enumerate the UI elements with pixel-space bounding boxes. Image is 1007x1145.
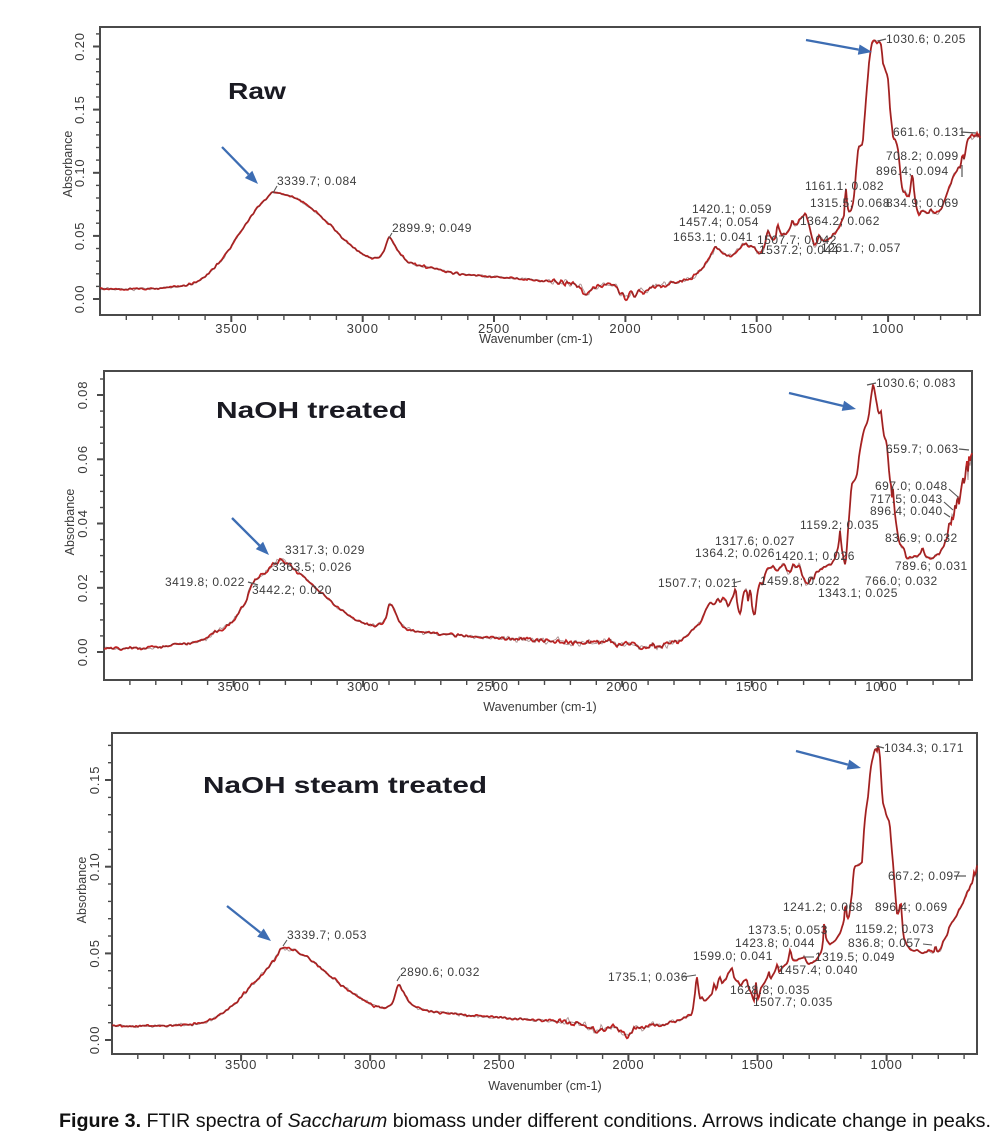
svg-text:1457.4; 0.040: 1457.4; 0.040 <box>778 963 858 977</box>
svg-text:0.00: 0.00 <box>72 285 87 314</box>
svg-text:766.0; 0.032: 766.0; 0.032 <box>865 574 938 588</box>
svg-text:1599.0; 0.041: 1599.0; 0.041 <box>693 949 773 963</box>
svg-text:2500: 2500 <box>477 679 509 694</box>
svg-text:789.6; 0.031: 789.6; 0.031 <box>895 559 968 573</box>
svg-text:Absorbance: Absorbance <box>63 489 77 556</box>
svg-text:1159.2; 0.035: 1159.2; 0.035 <box>800 518 879 532</box>
svg-text:2000: 2000 <box>606 679 638 694</box>
svg-text:659.7; 0.063: 659.7; 0.063 <box>886 442 959 456</box>
svg-text:3363.5; 0.026: 3363.5; 0.026 <box>272 560 352 574</box>
svg-text:3000: 3000 <box>347 679 379 694</box>
svg-text:3500: 3500 <box>215 321 247 336</box>
svg-text:Wavenumber (cm-1): Wavenumber (cm-1) <box>488 1079 601 1093</box>
svg-text:0.20: 0.20 <box>72 32 87 61</box>
svg-text:1000: 1000 <box>865 679 897 694</box>
svg-text:1735.1; 0.036: 1735.1; 0.036 <box>608 970 688 984</box>
svg-text:661.6; 0.131: 661.6; 0.131 <box>893 125 966 139</box>
svg-text:0.15: 0.15 <box>87 766 102 795</box>
svg-text:1507.7; 0.021: 1507.7; 0.021 <box>658 576 738 590</box>
svg-text:1373.5; 0.053: 1373.5; 0.053 <box>748 923 828 937</box>
svg-text:0.15: 0.15 <box>72 95 87 124</box>
svg-text:697.0; 0.048: 697.0; 0.048 <box>875 479 948 493</box>
svg-text:1343.1; 0.025: 1343.1; 0.025 <box>818 586 898 600</box>
svg-text:1030.6; 0.205: 1030.6; 0.205 <box>886 32 966 46</box>
svg-text:Wavenumber (cm-1): Wavenumber (cm-1) <box>483 700 596 714</box>
svg-text:0.04: 0.04 <box>75 509 90 538</box>
svg-text:0.08: 0.08 <box>75 381 90 410</box>
svg-text:0.06: 0.06 <box>75 445 90 474</box>
svg-text:717.5; 0.043: 717.5; 0.043 <box>870 492 943 506</box>
svg-text:2500: 2500 <box>478 321 510 336</box>
svg-text:1034.3; 0.171: 1034.3; 0.171 <box>884 741 964 755</box>
svg-text:1459.8; 0.022: 1459.8; 0.022 <box>760 574 840 588</box>
svg-text:1500: 1500 <box>736 679 768 694</box>
svg-text:1319.5; 0.049: 1319.5; 0.049 <box>815 950 895 964</box>
svg-text:3419.8; 0.022: 3419.8; 0.022 <box>165 575 245 589</box>
svg-text:0.00: 0.00 <box>87 1026 102 1055</box>
svg-text:896.4; 0.094: 896.4; 0.094 <box>876 164 949 178</box>
svg-text:1364.2; 0.062: 1364.2; 0.062 <box>800 214 880 228</box>
svg-text:1507.7; 0.042: 1507.7; 0.042 <box>757 233 837 247</box>
svg-text:1423.8; 0.044: 1423.8; 0.044 <box>735 936 815 950</box>
svg-text:2890.6; 0.032: 2890.6; 0.032 <box>400 965 480 979</box>
svg-text:3317.3; 0.029: 3317.3; 0.029 <box>285 543 365 557</box>
svg-text:Raw: Raw <box>228 78 286 104</box>
svg-text:836.9; 0.032: 836.9; 0.032 <box>885 531 958 545</box>
svg-text:896.4; 0.040: 896.4; 0.040 <box>870 504 943 518</box>
svg-text:834.9; 0.069: 834.9; 0.069 <box>886 196 959 210</box>
svg-text:1030.6; 0.083: 1030.6; 0.083 <box>876 376 956 390</box>
svg-text:1161.1; 0.082: 1161.1; 0.082 <box>805 179 884 193</box>
svg-text:1500: 1500 <box>741 321 773 336</box>
svg-text:1457.4; 0.054: 1457.4; 0.054 <box>679 215 759 229</box>
svg-text:NaOH steam treated: NaOH steam treated <box>203 772 487 798</box>
svg-text:1000: 1000 <box>871 1057 903 1072</box>
svg-text:1261.7; 0.057: 1261.7; 0.057 <box>821 241 901 255</box>
svg-text:1241.2; 0.068: 1241.2; 0.068 <box>783 900 863 914</box>
svg-text:1364.2; 0.026: 1364.2; 0.026 <box>695 546 775 560</box>
svg-text:2000: 2000 <box>612 1057 644 1072</box>
svg-text:NaOH treated: NaOH treated <box>216 397 407 423</box>
svg-text:0.10: 0.10 <box>72 159 87 188</box>
svg-text:3500: 3500 <box>225 1057 257 1072</box>
svg-text:1159.2; 0.073: 1159.2; 0.073 <box>855 922 934 936</box>
svg-text:2000: 2000 <box>609 321 641 336</box>
svg-text:0.00: 0.00 <box>75 638 90 667</box>
svg-text:1653.1; 0.041: 1653.1; 0.041 <box>673 230 753 244</box>
svg-text:667.2; 0.097: 667.2; 0.097 <box>888 869 961 883</box>
svg-text:3442.2; 0.020: 3442.2; 0.020 <box>252 583 332 597</box>
svg-text:2899.9; 0.049: 2899.9; 0.049 <box>392 221 472 235</box>
svg-text:1420.1; 0.026: 1420.1; 0.026 <box>775 549 855 563</box>
svg-text:0.10: 0.10 <box>87 852 102 881</box>
svg-text:2500: 2500 <box>483 1057 515 1072</box>
svg-text:1000: 1000 <box>872 321 904 336</box>
svg-text:896.4; 0.069: 896.4; 0.069 <box>875 900 948 914</box>
svg-text:836.8; 0.057: 836.8; 0.057 <box>848 936 921 950</box>
svg-text:1317.6; 0.027: 1317.6; 0.027 <box>715 534 795 548</box>
svg-text:Absorbance: Absorbance <box>61 131 75 198</box>
svg-text:0.02: 0.02 <box>75 574 90 603</box>
svg-text:1500: 1500 <box>741 1057 773 1072</box>
svg-text:3339.7; 0.084: 3339.7; 0.084 <box>277 174 357 188</box>
svg-text:1507.7; 0.035: 1507.7; 0.035 <box>753 995 833 1009</box>
svg-text:Wavenumber (cm-1): Wavenumber (cm-1) <box>479 332 592 346</box>
svg-text:1315.5; 0.068: 1315.5; 0.068 <box>810 196 890 210</box>
svg-text:3000: 3000 <box>347 321 379 336</box>
svg-text:1628.8; 0.035: 1628.8; 0.035 <box>730 983 810 997</box>
svg-text:3500: 3500 <box>218 679 250 694</box>
svg-text:0.05: 0.05 <box>72 222 87 251</box>
svg-text:Absorbance: Absorbance <box>75 857 89 924</box>
svg-text:1420.1; 0.059: 1420.1; 0.059 <box>692 202 772 216</box>
svg-text:3339.7; 0.053: 3339.7; 0.053 <box>287 928 367 942</box>
svg-text:708.2; 0.099: 708.2; 0.099 <box>886 149 959 163</box>
svg-text:1537.2; 0.044: 1537.2; 0.044 <box>759 243 839 257</box>
svg-text:0.05: 0.05 <box>87 939 102 968</box>
svg-text:3000: 3000 <box>354 1057 386 1072</box>
